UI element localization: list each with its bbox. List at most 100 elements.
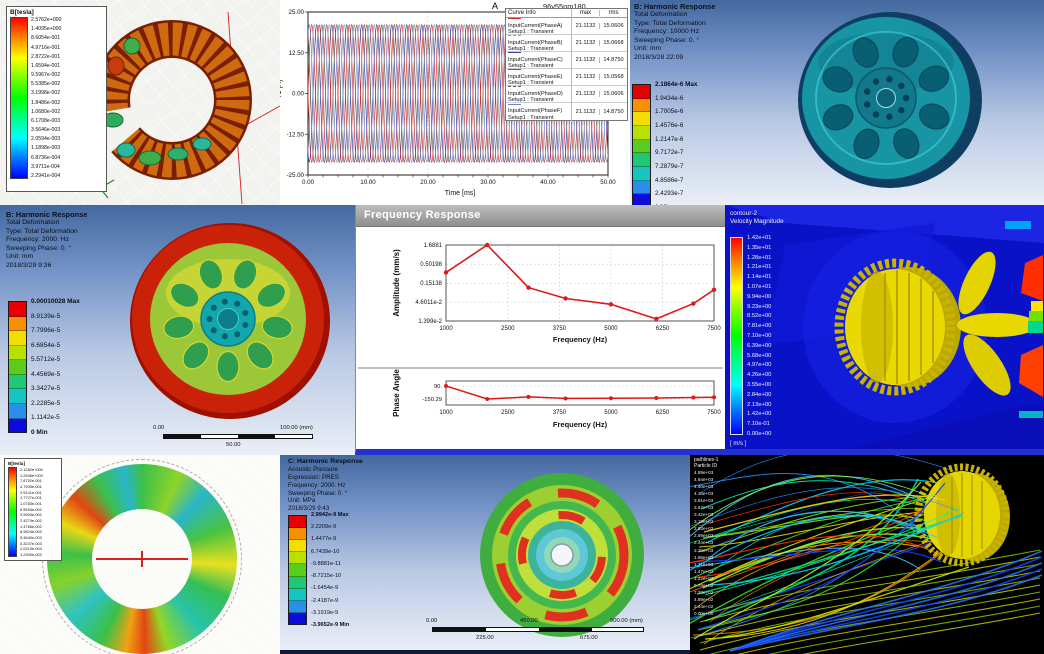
legend-value: 3.18e+03	[694, 519, 714, 525]
legend-value: 2.1282e+000	[20, 467, 43, 472]
velocity-legend: 1.42e+01 1.35e+01 1.28e+01 1.21e+01 1.14e+01…	[730, 235, 771, 437]
svg-text:3750: 3750	[553, 326, 567, 332]
frequency-response-charts: 1.68810.501980.151384.6011e-21.399e-2100…	[358, 242, 723, 429]
header-line: Type: Total Deformation	[6, 227, 78, 235]
legend-value: 1.71e+03	[694, 561, 714, 567]
legend-color-swatch	[633, 153, 650, 168]
header-line: B: Harmonic Response	[6, 210, 88, 219]
legend-value: 2.20e+03	[694, 547, 714, 553]
legend-title-line: Velocity Magnitude	[730, 218, 784, 225]
header-line: Sweeping Phase: 0. °	[6, 244, 72, 252]
legend-value: 6.5594e-002	[20, 506, 42, 512]
legend-value: 3.42e+03	[694, 512, 714, 518]
legend-value: 8.6054e-001	[31, 35, 61, 42]
legend-value: 9.5967e-002	[31, 72, 61, 79]
legend-value: 1.42e+00	[747, 411, 772, 418]
legend-values: 1.42e+01 1.35e+01 1.28e+01 1.21e+01 1.14e+01…	[747, 235, 771, 437]
svg-text:7500: 7500	[707, 410, 721, 416]
svg-text:2500: 2500	[501, 410, 515, 416]
legend-color-swatch	[633, 85, 650, 99]
legend-color-swatch	[289, 588, 306, 601]
pathlines-legend-title: pathlines-1 Particle ID	[694, 457, 718, 470]
curve-info-cell: 15.0668	[603, 40, 624, 46]
field-legend: B[tesla] 2.1282e+000 1.2946e+000 7.8752e-0…	[4, 458, 62, 561]
legend-value: 1.1142e-5	[31, 414, 60, 422]
svg-text:3750: 3750	[553, 410, 567, 416]
curve-info-cell: 21.1132	[572, 57, 600, 63]
svg-text:40.00: 40.00	[540, 179, 556, 186]
window-title-bar[interactable]: Frequency Response	[356, 205, 725, 227]
svg-text:6250: 6250	[656, 326, 670, 332]
legend-value: 7.33e+02	[694, 589, 714, 595]
legend-value: 7.7996e-5	[31, 327, 61, 335]
legend-values: 4.89e+03 4.64e+03 4.40e+03 4.16e+03 3.91e+03…	[694, 470, 713, 616]
result-header: B: Harmonic Response Total Deformation T…	[6, 210, 87, 270]
legend-value: 2.0594e-003	[31, 136, 61, 143]
legend-value: 7.10e-01	[747, 421, 770, 428]
legend-value: 1.2946e+000	[20, 472, 43, 478]
legend-value: 4.4569e-5	[31, 370, 61, 378]
legend-value: -3.1919e-9	[311, 609, 339, 616]
header-line: Unit: MPa	[288, 497, 316, 505]
legend-value: 2.8722e-001	[31, 53, 61, 60]
svg-text:12.50: 12.50	[289, 50, 305, 57]
legend-value: 7.81e+00	[747, 323, 772, 330]
svg-text:5000: 5000	[604, 326, 618, 332]
legend-value: 3.67e+03	[694, 505, 714, 511]
curve-info-row: InputCurrent(PhaseC) Setup1 : Transient 21…	[506, 49, 627, 71]
legend-color-swatch	[633, 98, 650, 113]
legend-value: 0.00010028 Max	[31, 298, 80, 305]
curve-info-cell: 21.1132	[572, 91, 600, 97]
legend-color-swatch	[9, 331, 26, 346]
header-line: B: Harmonic Response	[634, 2, 716, 11]
svg-text:0.00: 0.00	[302, 179, 315, 186]
legend-value: 2.1864e-6 Max	[655, 81, 698, 88]
window-title: Frequency Response	[364, 209, 481, 221]
legend-color-swatch	[289, 576, 306, 589]
svg-text:-12.50: -12.50	[286, 131, 304, 138]
input-current-plot-panel: 0.00 10.00 20.00 30.00 40.00 50.00 25.00 12.50 0…	[280, 0, 630, 205]
legend-value: 4.64e+03	[694, 477, 714, 483]
legend-color-swatch	[633, 112, 650, 127]
maxwell-ring-panel: B[tesla] 2.1282e+000 1.2946e+000 7.8752e-0…	[0, 455, 280, 654]
legend-value: 9.23e+00	[747, 303, 772, 310]
ruler-label: 675.00	[580, 635, 598, 641]
legend-color-swatch	[633, 180, 650, 195]
svg-text:2500: 2500	[501, 326, 515, 332]
legend-color-swatch	[633, 139, 650, 154]
legend-value: 2.84e+00	[747, 391, 772, 398]
legend-value: 7.2879e-7	[655, 162, 684, 170]
legend-values: 0.00010028 Max 8.9139e-5 7.7996e-5 6.6854e-…	[31, 298, 80, 436]
curve-info-row: InputCurrent(PhaseA) Setup1 : Transient 21…	[506, 15, 627, 37]
ruler-label: 225.00	[476, 635, 494, 641]
legend-value: 0 Min	[31, 428, 48, 436]
legend-value: 3.1998e-002	[31, 90, 61, 97]
legend-value: 1.2147e-6	[655, 135, 684, 143]
legend-value: 3.55e+00	[747, 381, 772, 388]
legend-value: 4.16e+03	[694, 491, 714, 497]
color-scale-bands	[288, 515, 307, 625]
legend-value: 3.3427e-5	[31, 385, 61, 393]
svg-text:20.00: 20.00	[420, 179, 436, 186]
legend-value: 6.7439e-10	[311, 548, 340, 555]
wheel-deformation-graphic	[798, 12, 982, 188]
legend-value: -3.9652e-9 Min	[311, 621, 350, 628]
legend-value: 2.4293e-7	[655, 190, 684, 198]
svg-text:1.399e-2: 1.399e-2	[418, 319, 442, 325]
unit-label: [ m/s ]	[730, 441, 747, 447]
legend-value: 1.0783e-001	[20, 500, 42, 506]
harmonic-2000-panel: B: Harmonic Response Total Deformation T…	[0, 205, 355, 455]
legend-value: 4.7905e-001	[20, 483, 42, 489]
svg-text:0.15138: 0.15138	[420, 281, 442, 287]
legend-color-swatch	[9, 403, 26, 419]
svg-text:4.6011e-2: 4.6011e-2	[415, 300, 442, 306]
curve-info-table: Curve Info max rms InputCurrent(PhaseA) S…	[505, 8, 628, 123]
legend-title-line: Particle ID	[694, 463, 718, 470]
legend-color-swatch	[9, 418, 26, 433]
legend-value: 1.14e+01	[747, 274, 772, 281]
result-header: C: Harmonic Response Acoustic Pressure E…	[288, 458, 363, 513]
header-line: 2018/3/29 9:36	[6, 261, 52, 269]
header-line: 2018/3/28 22:09	[634, 53, 684, 61]
wheel-deformation-graphic	[130, 223, 330, 419]
color-scale-bar	[8, 467, 17, 557]
